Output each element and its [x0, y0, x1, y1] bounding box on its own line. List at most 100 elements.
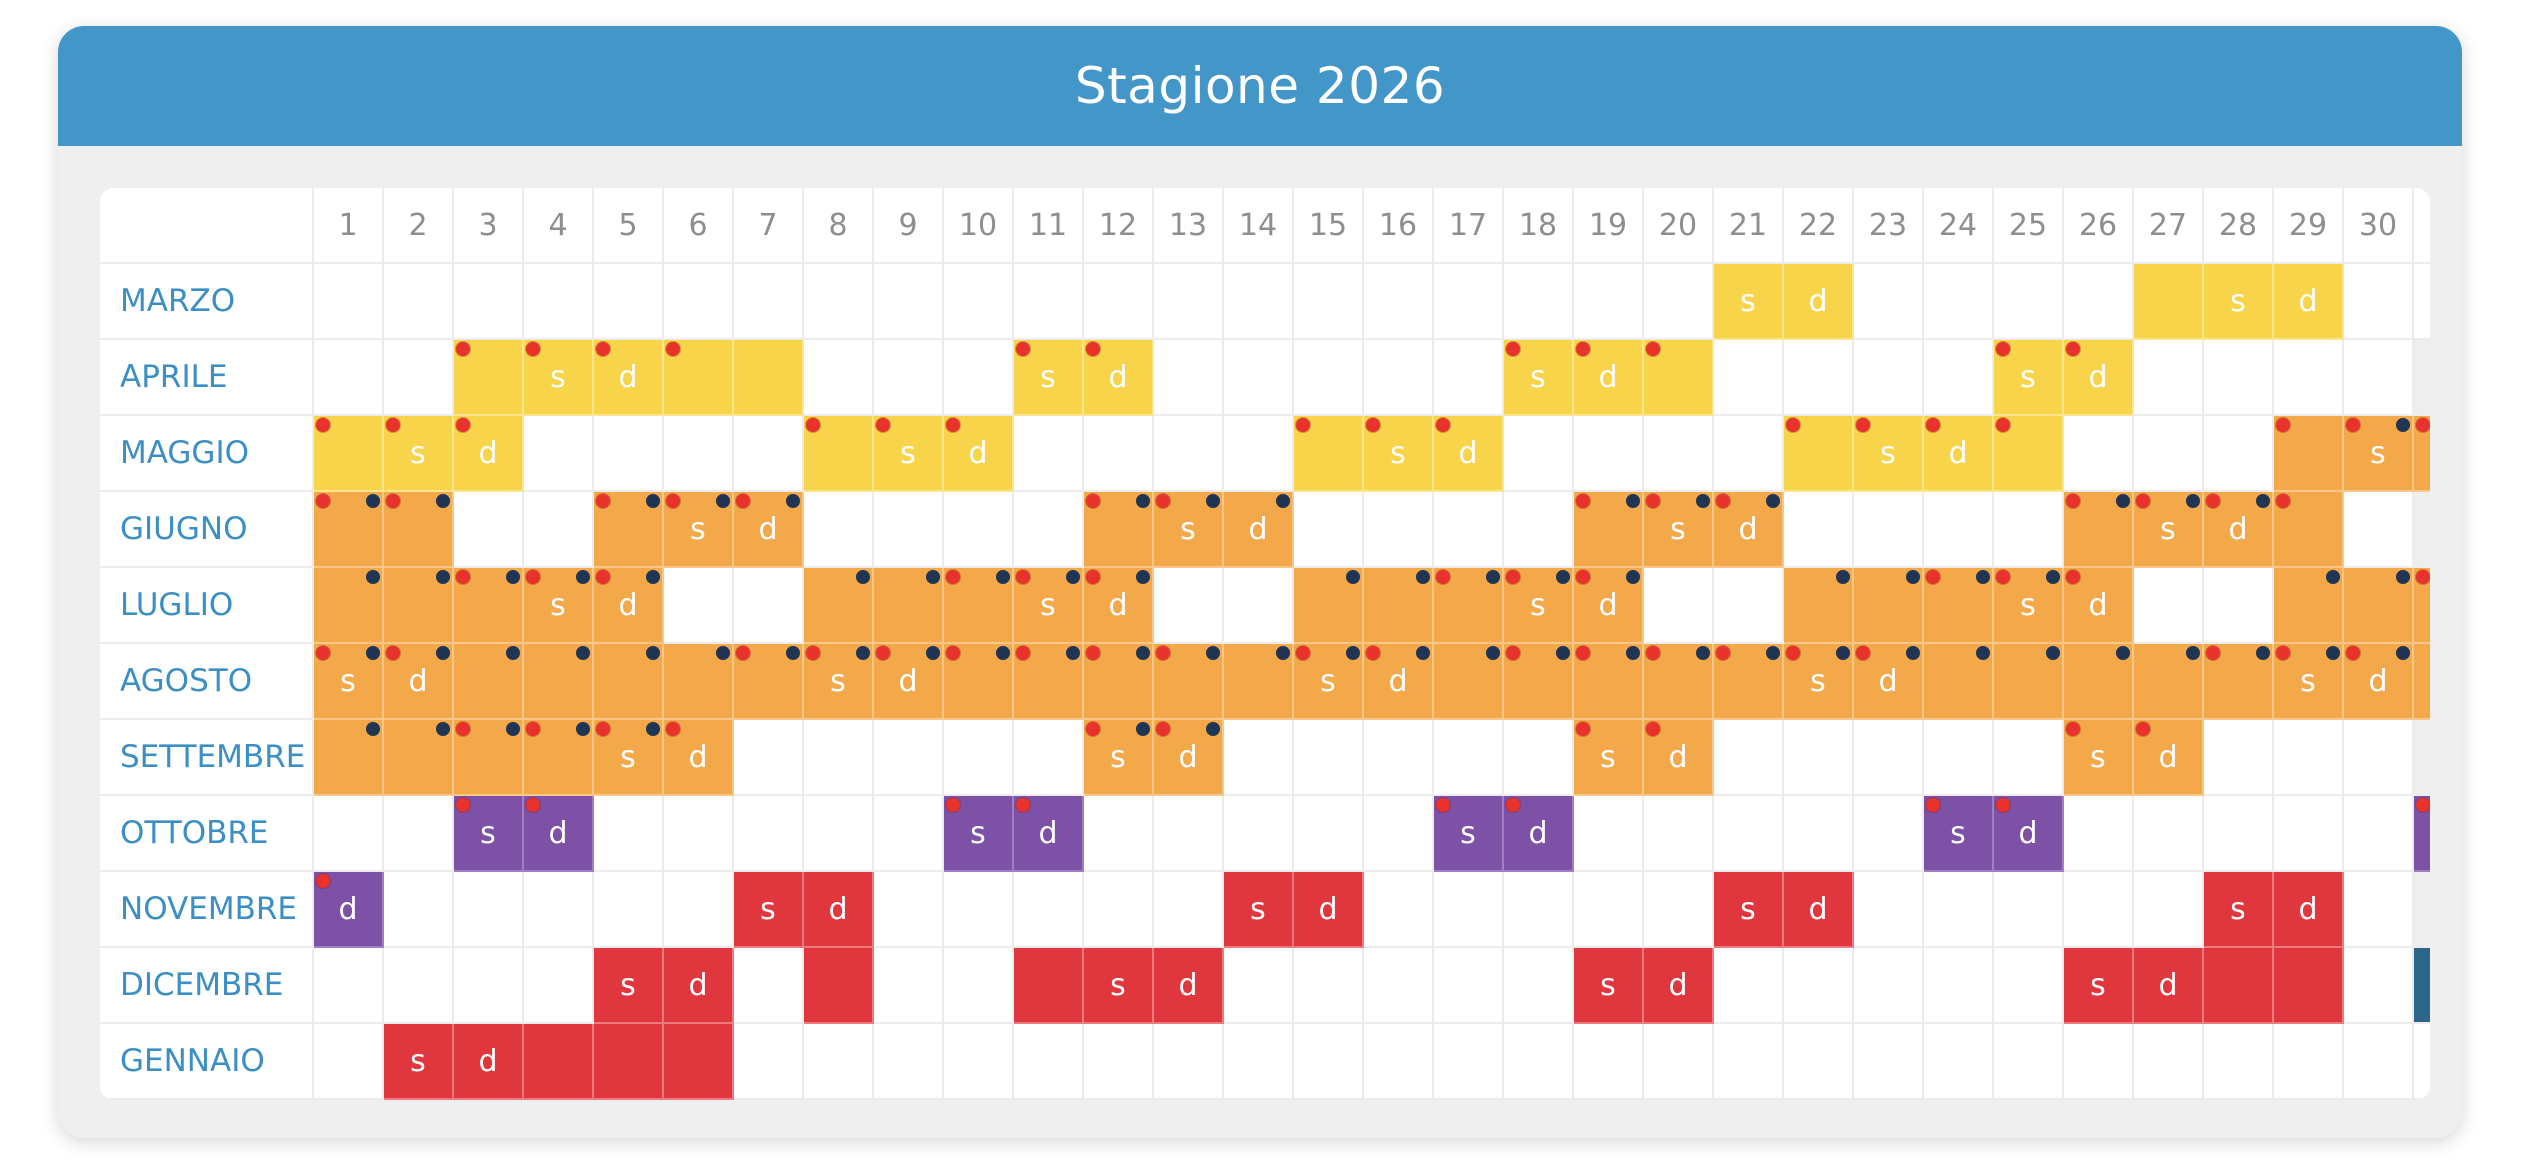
day-cell-agosto-6[interactable]: [663, 643, 734, 720]
day-cell-agosto-1[interactable]: s: [313, 643, 384, 720]
day-cell-giugno-13[interactable]: s: [1153, 491, 1224, 568]
day-cell-agosto-18[interactable]: [1503, 643, 1574, 720]
day-cell-agosto-29[interactable]: s: [2273, 643, 2344, 720]
day-cell-giugno-14[interactable]: d: [1223, 491, 1294, 568]
day-cell-ottobre-25[interactable]: d: [1993, 795, 2064, 872]
day-cell-luglio-30[interactable]: [2343, 567, 2414, 644]
day-cell-luglio-9[interactable]: [873, 567, 944, 644]
day-cell-gennaio-4[interactable]: [523, 1023, 594, 1100]
day-cell-novembre-15[interactable]: d: [1293, 871, 1364, 948]
day-cell-luglio-15[interactable]: [1293, 567, 1364, 644]
day-cell-agosto-27[interactable]: [2133, 643, 2204, 720]
day-cell-maggio-17[interactable]: d: [1433, 415, 1504, 492]
day-cell-ottobre-11[interactable]: d: [1013, 795, 1084, 872]
day-cell-settembre-19[interactable]: s: [1573, 719, 1644, 796]
day-cell-agosto-10[interactable]: [943, 643, 1014, 720]
day-cell-gennaio-5[interactable]: [593, 1023, 664, 1100]
day-cell-aprile-6[interactable]: [663, 339, 734, 416]
day-cell-agosto-5[interactable]: [593, 643, 664, 720]
day-cell-maggio-2[interactable]: s: [383, 415, 454, 492]
day-cell-dicembre-28[interactable]: [2203, 947, 2274, 1024]
day-cell-agosto-9[interactable]: d: [873, 643, 944, 720]
day-cell-luglio-8[interactable]: [803, 567, 874, 644]
day-cell-maggio-10[interactable]: d: [943, 415, 1014, 492]
day-cell-maggio-25[interactable]: [1993, 415, 2064, 492]
day-cell-ottobre-18[interactable]: d: [1503, 795, 1574, 872]
day-cell-ottobre-3[interactable]: s: [453, 795, 524, 872]
day-cell-agosto-21[interactable]: [1713, 643, 1784, 720]
day-cell-agosto-31[interactable]: [2413, 643, 2430, 720]
day-cell-novembre-28[interactable]: s: [2203, 871, 2274, 948]
day-cell-dicembre-27[interactable]: d: [2133, 947, 2204, 1024]
day-cell-maggio-1[interactable]: [313, 415, 384, 492]
day-cell-novembre-8[interactable]: d: [803, 871, 874, 948]
day-cell-maggio-15[interactable]: [1293, 415, 1364, 492]
day-cell-giugno-21[interactable]: d: [1713, 491, 1784, 568]
day-cell-agosto-4[interactable]: [523, 643, 594, 720]
day-cell-giugno-1[interactable]: [313, 491, 384, 568]
day-cell-giugno-7[interactable]: d: [733, 491, 804, 568]
day-cell-aprile-11[interactable]: s: [1013, 339, 1084, 416]
day-cell-agosto-30[interactable]: d: [2343, 643, 2414, 720]
day-cell-dicembre-11[interactable]: [1013, 947, 1084, 1024]
day-cell-agosto-28[interactable]: [2203, 643, 2274, 720]
day-cell-novembre-7[interactable]: s: [733, 871, 804, 948]
day-cell-agosto-16[interactable]: d: [1363, 643, 1434, 720]
day-cell-giugno-2[interactable]: [383, 491, 454, 568]
day-cell-agosto-2[interactable]: d: [383, 643, 454, 720]
day-cell-agosto-7[interactable]: [733, 643, 804, 720]
day-cell-luglio-19[interactable]: d: [1573, 567, 1644, 644]
day-cell-gennaio-6[interactable]: [663, 1023, 734, 1100]
day-cell-maggio-30[interactable]: s: [2343, 415, 2414, 492]
day-cell-settembre-1[interactable]: [313, 719, 384, 796]
day-cell-luglio-4[interactable]: s: [523, 567, 594, 644]
day-cell-settembre-26[interactable]: s: [2063, 719, 2134, 796]
day-cell-dicembre-13[interactable]: d: [1153, 947, 1224, 1024]
day-cell-settembre-12[interactable]: s: [1083, 719, 1154, 796]
day-cell-ottobre-24[interactable]: s: [1923, 795, 1994, 872]
day-cell-giugno-19[interactable]: [1573, 491, 1644, 568]
day-cell-luglio-26[interactable]: d: [2063, 567, 2134, 644]
day-cell-agosto-15[interactable]: s: [1293, 643, 1364, 720]
day-cell-dicembre-31[interactable]: [2413, 947, 2430, 1024]
day-cell-giugno-27[interactable]: s: [2133, 491, 2204, 568]
day-cell-settembre-4[interactable]: [523, 719, 594, 796]
day-cell-ottobre-10[interactable]: s: [943, 795, 1014, 872]
day-cell-dicembre-19[interactable]: s: [1573, 947, 1644, 1024]
day-cell-maggio-22[interactable]: [1783, 415, 1854, 492]
day-cell-aprile-5[interactable]: d: [593, 339, 664, 416]
day-cell-luglio-29[interactable]: [2273, 567, 2344, 644]
day-cell-settembre-2[interactable]: [383, 719, 454, 796]
day-cell-maggio-29[interactable]: [2273, 415, 2344, 492]
day-cell-dicembre-6[interactable]: d: [663, 947, 734, 1024]
day-cell-novembre-1[interactable]: d: [313, 871, 384, 948]
day-cell-novembre-21[interactable]: s: [1713, 871, 1784, 948]
day-cell-marzo-21[interactable]: s: [1713, 263, 1784, 340]
day-cell-agosto-24[interactable]: [1923, 643, 1994, 720]
day-cell-luglio-3[interactable]: [453, 567, 524, 644]
day-cell-agosto-23[interactable]: d: [1853, 643, 1924, 720]
day-cell-maggio-9[interactable]: s: [873, 415, 944, 492]
day-cell-luglio-23[interactable]: [1853, 567, 1924, 644]
day-cell-marzo-27[interactable]: [2133, 263, 2204, 340]
day-cell-giugno-29[interactable]: [2273, 491, 2344, 568]
day-cell-maggio-31[interactable]: d: [2413, 415, 2430, 492]
day-cell-ottobre-17[interactable]: s: [1433, 795, 1504, 872]
day-cell-luglio-24[interactable]: [1923, 567, 1994, 644]
day-cell-luglio-18[interactable]: s: [1503, 567, 1574, 644]
day-cell-settembre-13[interactable]: d: [1153, 719, 1224, 796]
day-cell-agosto-26[interactable]: [2063, 643, 2134, 720]
day-cell-dicembre-5[interactable]: s: [593, 947, 664, 1024]
day-cell-novembre-22[interactable]: d: [1783, 871, 1854, 948]
day-cell-luglio-17[interactable]: [1433, 567, 1504, 644]
day-cell-dicembre-26[interactable]: s: [2063, 947, 2134, 1024]
day-cell-giugno-20[interactable]: s: [1643, 491, 1714, 568]
day-cell-ottobre-31[interactable]: s: [2413, 795, 2430, 872]
day-cell-luglio-12[interactable]: d: [1083, 567, 1154, 644]
day-cell-agosto-8[interactable]: s: [803, 643, 874, 720]
day-cell-settembre-20[interactable]: d: [1643, 719, 1714, 796]
day-cell-luglio-10[interactable]: [943, 567, 1014, 644]
day-cell-aprile-25[interactable]: s: [1993, 339, 2064, 416]
day-cell-aprile-12[interactable]: d: [1083, 339, 1154, 416]
day-cell-gennaio-3[interactable]: d: [453, 1023, 524, 1100]
